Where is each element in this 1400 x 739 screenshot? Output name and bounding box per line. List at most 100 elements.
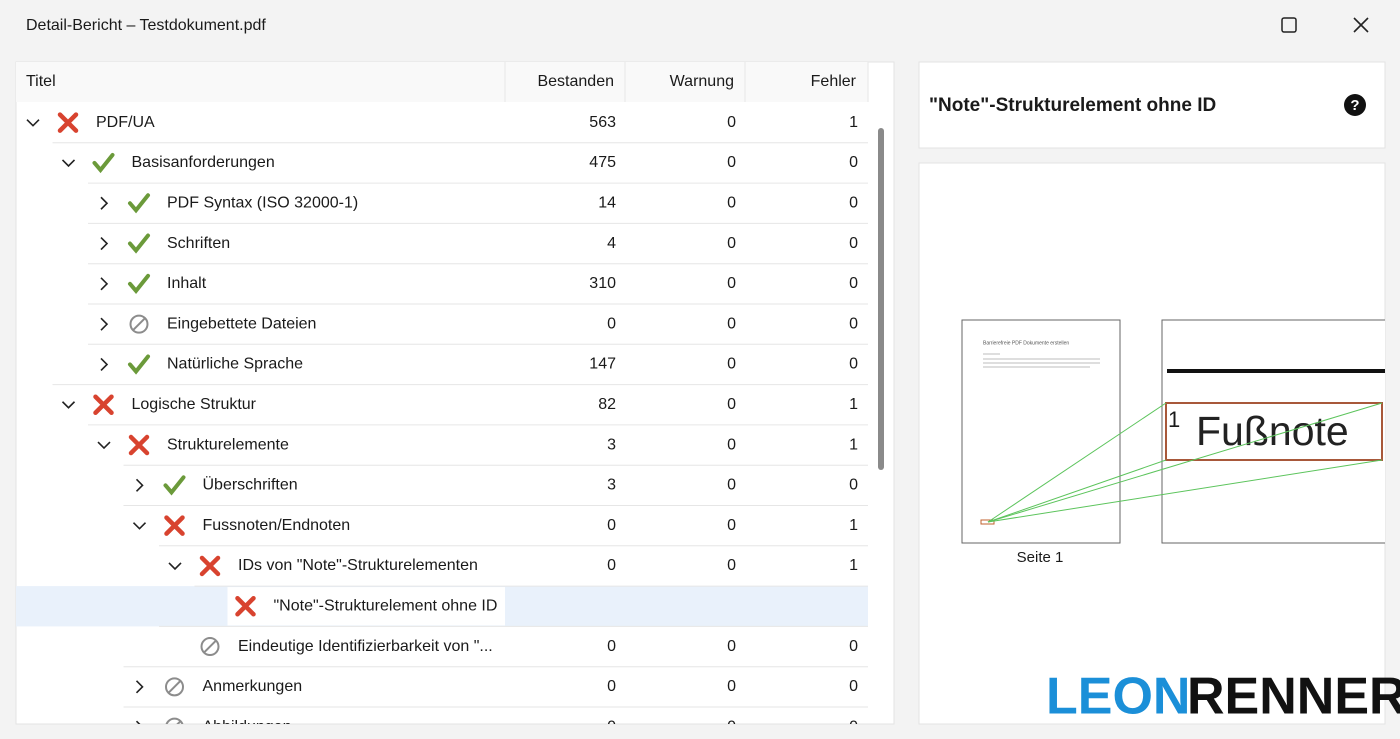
row-errors: 0 — [849, 154, 858, 171]
status-fail — [93, 394, 114, 415]
thumb-lines — [983, 353, 1100, 368]
tree-row[interactable]: Eindeutige Identifizierbarkeit von "... 0… — [159, 625, 868, 657]
detail-title: "Note"-Strukturelement ohne ID — [929, 95, 1216, 116]
connector-lines — [987, 402, 1383, 523]
row-title: Abbildungen — [203, 718, 292, 735]
row-warnings: 0 — [727, 557, 736, 574]
tree-row[interactable]: Eingebettete Dateien 0 0 0 — [88, 303, 868, 334]
column-header[interactable]: Warnung — [670, 73, 734, 90]
row-warnings: 0 — [727, 436, 736, 453]
row-errors: 0 — [849, 356, 858, 373]
status-pass — [128, 354, 150, 375]
tree-row[interactable]: Strukturelemente 3 0 1 — [88, 424, 868, 456]
tree-row[interactable]: PDF Syntax (ISO 32000-1) 14 0 0 — [88, 182, 868, 214]
row-title: Überschriften — [203, 476, 298, 494]
footnote-mark: 1 — [1168, 407, 1180, 432]
row-passed: 3 — [607, 477, 616, 494]
table-header — [16, 62, 868, 102]
row-warnings: 0 — [727, 114, 736, 131]
maximize-button[interactable] — [1281, 17, 1297, 33]
row-title: Basisanforderungen — [132, 154, 275, 171]
chevron-collapsed — [100, 236, 109, 251]
row-errors: 1 — [849, 517, 858, 534]
row-title: PDF Syntax (ISO 32000-1) — [167, 194, 358, 211]
row-passed: 0 — [607, 718, 616, 735]
row-title: PDF/UA — [96, 114, 155, 131]
tree-row[interactable]: Anmerkungen 0 0 0 — [123, 666, 869, 697]
chevron-collapsed — [100, 357, 109, 372]
row-title: Strukturelemente — [167, 436, 289, 453]
row-warnings: 0 — [727, 356, 736, 373]
row-errors: 1 — [849, 396, 858, 413]
status-skipped — [165, 717, 184, 724]
scrollbar-thumb[interactable] — [878, 128, 884, 470]
status-fail — [128, 434, 150, 456]
row-passed: 4 — [607, 235, 616, 252]
column-header[interactable]: Fehler — [811, 73, 857, 90]
row-warnings: 0 — [727, 517, 736, 534]
page-label: Seite 1 — [1017, 549, 1064, 566]
tree-row[interactable]: Fussnoten/Endnoten 0 0 1 — [123, 505, 869, 536]
status-skipped-slash — [167, 680, 182, 694]
row-warnings: 0 — [727, 235, 736, 252]
header-dividers — [504, 62, 869, 102]
close-button[interactable] — [1353, 17, 1369, 33]
status-pass — [128, 273, 150, 294]
chevron-collapsed — [100, 277, 109, 291]
status-fail — [57, 112, 79, 133]
column-header[interactable]: Bestanden — [537, 73, 614, 90]
tree-row[interactable]: Basisanforderungen 475 0 0 — [52, 142, 869, 174]
tree-row[interactable]: Logische Struktur 82 0 1 — [52, 384, 869, 415]
row-title: Anmerkungen — [203, 678, 303, 695]
tree-row[interactable]: Schriften 4 0 0 — [88, 222, 868, 254]
row-errors: 1 — [849, 557, 858, 574]
tree-row[interactable]: Überschriften 3 0 0 — [123, 464, 869, 496]
row-title: Fussnoten/Endnoten — [203, 517, 351, 534]
chevron-expanded — [26, 119, 40, 127]
row-warnings: 0 — [727, 678, 736, 695]
chevron-collapsed — [135, 680, 144, 694]
chevron-expanded — [61, 401, 76, 409]
help-button[interactable]: ? — [1344, 94, 1366, 116]
row-errors: 0 — [849, 235, 858, 252]
column-header[interactable]: Titel — [26, 73, 56, 90]
window-title: Detail-Bericht – Testdokument.pdf — [26, 17, 266, 34]
status-pass — [128, 233, 150, 254]
header-cells: Titel Bestanden Warnung Fehler — [26, 73, 857, 90]
row-errors: 0 — [849, 477, 858, 494]
tree-row[interactable]: "Note"-Strukturelement ohne ID — [16, 585, 868, 627]
watermark-first: LEON — [1046, 668, 1190, 726]
row-title: "Note"-Strukturelement ohne ID — [274, 597, 498, 614]
zoom-text: Fußnote — [1196, 408, 1349, 454]
detail-header — [918, 61, 1386, 149]
status-skipped — [200, 637, 220, 657]
status-skipped-slash — [132, 317, 146, 331]
row-errors: 0 — [849, 638, 858, 655]
row-warnings: 0 — [727, 194, 736, 211]
row-passed: 475 — [589, 154, 616, 171]
tree-row[interactable]: IDs von "Note"-Strukturelementen 0 0 1 — [159, 545, 868, 577]
row-errors: 0 — [849, 315, 858, 332]
chevron-expanded — [61, 159, 76, 168]
row-warnings: 0 — [727, 718, 736, 735]
tree-row[interactable]: PDF/UA 563 0 1 — [26, 112, 858, 133]
status-fail — [199, 555, 221, 577]
row-title: Logische Struktur — [132, 396, 257, 413]
tree-row[interactable]: Inhalt 310 0 0 — [88, 263, 868, 294]
row-title: Schriften — [167, 235, 230, 252]
help-icon: ? — [1350, 97, 1359, 114]
watermark-last: RENNER — [1187, 668, 1400, 726]
row-errors: 0 — [849, 718, 858, 735]
status-fail — [235, 596, 256, 617]
status-skipped — [129, 314, 149, 334]
zoom-view: 1 Fußnote — [1161, 319, 1385, 544]
chevron-collapsed — [100, 317, 109, 331]
tree-row[interactable]: Abbildungen 0 0 0 — [123, 706, 869, 736]
row-title: Eindeutige Identifizierbarkeit von "... — [238, 638, 493, 655]
status-skipped-slash — [203, 639, 217, 654]
tree-row[interactable]: Natürliche Sprache 147 0 0 — [88, 343, 868, 375]
row-title: IDs von "Note"-Strukturelementen — [238, 557, 478, 574]
thumb-marker — [980, 519, 995, 525]
row-errors: 1 — [849, 436, 858, 453]
